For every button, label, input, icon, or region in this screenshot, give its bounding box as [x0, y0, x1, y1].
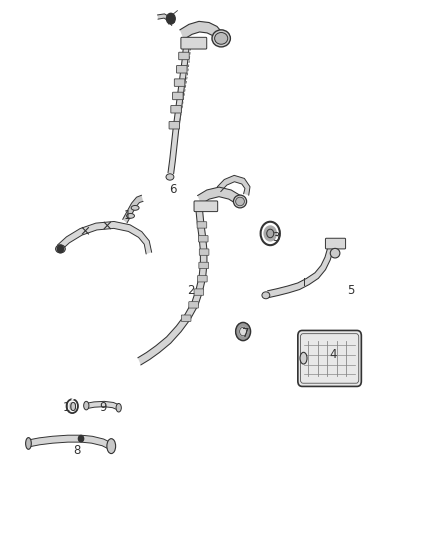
Text: 2: 2 — [187, 284, 194, 297]
FancyBboxPatch shape — [194, 289, 204, 295]
FancyBboxPatch shape — [177, 66, 187, 73]
Text: 9: 9 — [99, 401, 107, 414]
FancyBboxPatch shape — [169, 122, 180, 129]
FancyBboxPatch shape — [171, 106, 181, 113]
Polygon shape — [168, 47, 189, 174]
Polygon shape — [180, 21, 222, 40]
Circle shape — [166, 13, 175, 24]
FancyBboxPatch shape — [325, 238, 346, 249]
FancyBboxPatch shape — [174, 79, 185, 86]
FancyBboxPatch shape — [197, 222, 207, 228]
Ellipse shape — [262, 292, 270, 298]
Ellipse shape — [236, 197, 244, 206]
FancyBboxPatch shape — [189, 302, 198, 308]
Ellipse shape — [84, 401, 89, 410]
FancyBboxPatch shape — [199, 262, 208, 269]
Circle shape — [236, 322, 251, 341]
Ellipse shape — [212, 30, 230, 47]
FancyBboxPatch shape — [181, 315, 191, 321]
Text: 1: 1 — [123, 209, 131, 222]
Polygon shape — [123, 195, 143, 223]
Text: 6: 6 — [169, 183, 177, 196]
Ellipse shape — [330, 248, 340, 258]
Ellipse shape — [215, 33, 228, 44]
FancyBboxPatch shape — [198, 276, 207, 282]
Text: 8: 8 — [73, 444, 80, 457]
FancyBboxPatch shape — [194, 201, 218, 212]
Text: 3: 3 — [272, 231, 279, 244]
Polygon shape — [157, 14, 174, 26]
FancyBboxPatch shape — [173, 92, 183, 100]
Ellipse shape — [166, 174, 174, 180]
Polygon shape — [28, 435, 111, 449]
FancyBboxPatch shape — [198, 236, 208, 242]
Ellipse shape — [300, 352, 307, 364]
Polygon shape — [138, 210, 207, 365]
Ellipse shape — [107, 439, 116, 454]
Polygon shape — [85, 401, 120, 410]
FancyBboxPatch shape — [179, 52, 189, 60]
Circle shape — [264, 226, 276, 241]
Polygon shape — [198, 187, 240, 204]
Text: 4: 4 — [329, 348, 337, 361]
Text: 5: 5 — [347, 284, 354, 297]
Circle shape — [78, 435, 84, 442]
Ellipse shape — [25, 438, 32, 449]
Ellipse shape — [127, 213, 134, 219]
FancyBboxPatch shape — [298, 330, 361, 386]
Ellipse shape — [116, 403, 121, 412]
Ellipse shape — [233, 195, 247, 208]
Polygon shape — [268, 247, 333, 297]
Ellipse shape — [131, 205, 139, 211]
Text: 7: 7 — [241, 327, 249, 340]
Polygon shape — [57, 222, 152, 254]
Text: 10: 10 — [63, 401, 78, 414]
Circle shape — [57, 245, 64, 253]
Circle shape — [240, 327, 247, 336]
Ellipse shape — [56, 245, 65, 253]
FancyBboxPatch shape — [181, 37, 207, 49]
FancyBboxPatch shape — [199, 249, 209, 255]
Circle shape — [69, 402, 75, 410]
Polygon shape — [217, 175, 250, 195]
